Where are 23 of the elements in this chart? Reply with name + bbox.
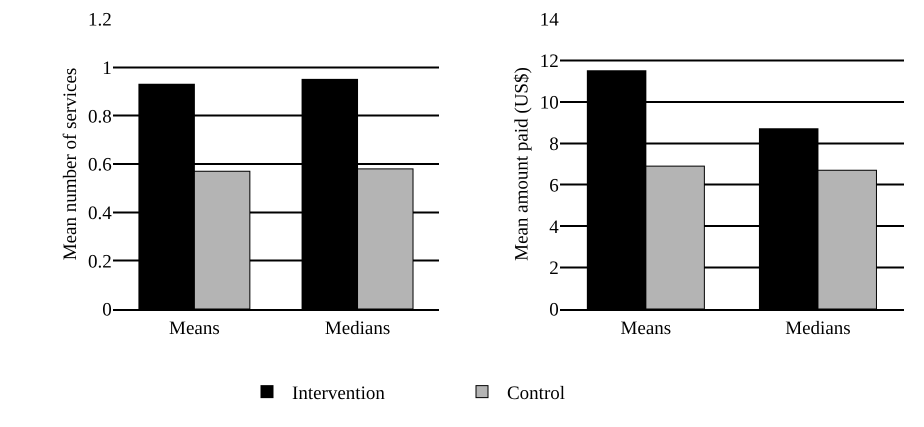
y-tick-label: 0 [102, 300, 112, 321]
x-tick-label: Means [620, 318, 672, 339]
y-tick-label: 12 [540, 51, 559, 72]
y-tick-label: 1 [102, 58, 112, 79]
legend-label: Intervention [292, 383, 386, 404]
y-tick-label: 4 [549, 216, 560, 238]
y-tick-label: 0.2 [88, 251, 112, 272]
y-axis-title: Mean amount paid (US$) [512, 67, 533, 261]
y-tick-label: 2 [549, 258, 559, 280]
y-tick-label: 8 [549, 134, 559, 155]
x-tick-label: Means [169, 318, 220, 339]
y-tick-label: 6 [549, 175, 559, 196]
y-tick-label: 10 [540, 92, 559, 114]
y-tick-label: 0.6 [88, 154, 112, 176]
y-tick-label: 14 [540, 10, 560, 31]
y-tick-label: 0 [549, 300, 559, 321]
x-tick-label: Medians [785, 318, 851, 339]
y-tick-label: 1.2 [88, 10, 112, 31]
y-axis-title: Mean number of services [60, 68, 81, 260]
legend-label: Control [507, 383, 566, 404]
y-tick-label: 0.4 [88, 202, 112, 224]
x-tick-label: Medians [324, 318, 390, 339]
y-tick-label: 0.8 [88, 106, 112, 128]
